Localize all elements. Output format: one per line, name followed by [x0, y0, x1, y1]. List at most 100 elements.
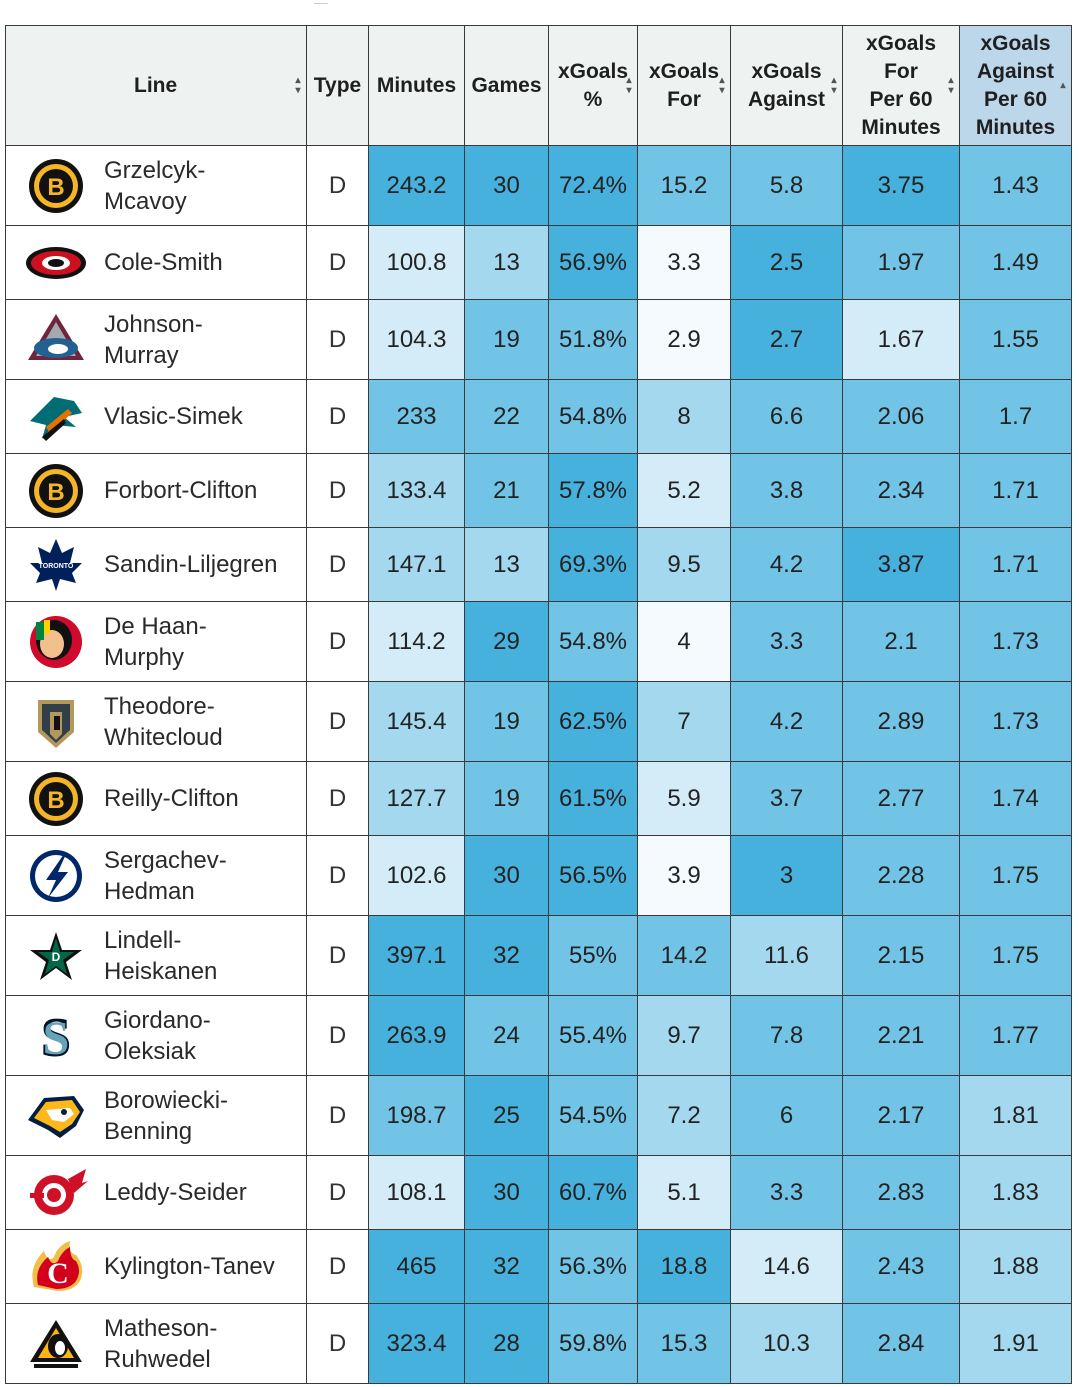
- xga60-cell: 1.77: [959, 995, 1072, 1076]
- xg-pct-cell: 57.8%: [548, 453, 638, 528]
- table-row[interactable]: D Lindell- Heiskanen D 397.1 32 55% 14.2 11.6 2.1…: [5, 915, 1072, 996]
- table-row[interactable]: De Haan- Murphy D 114.2 29 54.8% 4 3.3 2.1 1.73: [5, 601, 1072, 682]
- minutes-cell: 145.4: [368, 681, 465, 762]
- xg-pct-cell: 51.8%: [548, 299, 638, 380]
- column-header-type[interactable]: Type: [306, 25, 369, 146]
- header-label: xGoals: [980, 31, 1051, 55]
- table-row[interactable]: TORONTO Sandin-Liljegren D 147.1 13 69.3% 9.5 4…: [5, 527, 1072, 602]
- boston-bruins-logo-icon: B: [20, 461, 92, 521]
- xgf60-cell: 2.21: [842, 995, 960, 1076]
- header-label: %: [583, 87, 603, 111]
- line-name-part: Matheson-: [104, 1314, 218, 1342]
- xg-for-cell: 5.1: [637, 1155, 731, 1230]
- column-header-games[interactable]: Games: [464, 25, 549, 146]
- minutes-cell: 127.7: [368, 761, 465, 836]
- xg-pct-cell: 72.4%: [548, 145, 638, 226]
- column-header-xg-for[interactable]: xGoals For ▴ ▾: [637, 25, 731, 146]
- table-row[interactable]: Theodore- Whitecloud D 145.4 19 62.5% 7 4.2 2.89…: [5, 681, 1072, 762]
- column-header-line[interactable]: Line ▴ ▾: [5, 25, 307, 146]
- xg-against-cell: 2.7: [730, 299, 843, 380]
- table-row[interactable]: B Reilly-Clifton D 127.7 19 61.5% 5.9 3.7 2.77 1.…: [5, 761, 1072, 836]
- sort-icon[interactable]: ▴ ▾: [295, 74, 301, 96]
- minutes-cell: 100.8: [368, 225, 465, 300]
- table-row[interactable]: S S Giordano- Oleksiak D 263.9 24 55.4% 9.7 7.8 2.…: [5, 995, 1072, 1076]
- xg-against-cell: 2.5: [730, 225, 843, 300]
- sort-icon[interactable]: ▴ ▾: [948, 74, 954, 96]
- header-label: Against: [747, 87, 825, 111]
- minutes-cell: 147.1: [368, 527, 465, 602]
- xg-against-cell: 3.7: [730, 761, 843, 836]
- column-header-minutes[interactable]: Minutes: [368, 25, 465, 146]
- column-header-xg-against[interactable]: xGoals Against ▴ ▾: [730, 25, 843, 146]
- header-label: Line: [134, 73, 178, 97]
- table-row[interactable]: Sergachev- Hedman D 102.6 30 56.5% 3.9 3 2.28 1.7…: [5, 835, 1072, 916]
- line-cell: B Reilly-Clifton: [5, 761, 307, 836]
- line-name: Grzelcyk- Mcavoy: [104, 155, 205, 217]
- line-name-part: Reilly-Clifton: [104, 785, 239, 812]
- line-cell: C Kylington-Tanev: [5, 1229, 307, 1304]
- line-name: Giordano- Oleksiak: [104, 1005, 211, 1067]
- line-name-part: Mcavoy: [104, 187, 187, 215]
- xgf60-cell: 3.87: [842, 527, 960, 602]
- header-label: xGoals: [865, 31, 937, 55]
- table-row[interactable]: Vlasic-Simek D 233 22 54.8% 8 6.6 2.06 1.7: [5, 379, 1072, 454]
- xgf60-cell: 2.77: [842, 761, 960, 836]
- line-name-part: Benning: [104, 1117, 193, 1145]
- xga60-cell: 1.75: [959, 835, 1072, 916]
- table-row[interactable]: Leddy-Seider D 108.1 30 60.7% 5.1 3.3 2.83 1.83: [5, 1155, 1072, 1230]
- xga60-cell: 1.7: [959, 379, 1072, 454]
- line-name-part: Borowiecki-: [104, 1086, 229, 1114]
- line-cell: Borowiecki- Benning: [5, 1075, 307, 1156]
- xg-pct-cell: 54.5%: [548, 1075, 638, 1156]
- table-row[interactable]: Borowiecki- Benning D 198.7 25 54.5% 7.2 6 2.17 1…: [5, 1075, 1072, 1156]
- table-row[interactable]: Cole-Smith D 100.8 13 56.9% 3.3 2.5 1.97 1.49: [5, 225, 1072, 300]
- line-name: Forbort-Clifton: [104, 475, 257, 506]
- tampa-bay-lightning-logo-icon: [20, 846, 92, 906]
- line-cell: Vlasic-Simek: [5, 379, 307, 454]
- xg-against-cell: 14.6: [730, 1229, 843, 1304]
- games-cell: 13: [464, 527, 549, 602]
- games-cell: 19: [464, 299, 549, 380]
- xg-for-cell: 5.9: [637, 761, 731, 836]
- type-cell: D: [306, 527, 369, 602]
- xg-pct-cell: 56.9%: [548, 225, 638, 300]
- svg-text:B: B: [47, 174, 64, 201]
- sort-icon[interactable]: ▴ ▾: [626, 74, 632, 96]
- sort-icon[interactable]: ▴ ▾: [719, 74, 725, 96]
- table-row[interactable]: B Forbort-Clifton D 133.4 21 57.8% 5.2 3.8 2.34 1…: [5, 453, 1072, 528]
- table-row[interactable]: C Kylington-Tanev D 465 32 56.3% 18.8 14.6 2.43 1…: [5, 1229, 1072, 1304]
- xga60-cell: 1.43: [959, 145, 1072, 226]
- xg-pct-cell: 61.5%: [548, 761, 638, 836]
- sort-ascending-icon[interactable]: ▴: [1060, 79, 1066, 91]
- table-row[interactable]: Matheson- Ruhwedel D 323.4 28 59.8% 15.3 10.3 2.…: [5, 1303, 1072, 1384]
- column-header-xg-pct[interactable]: xGoals% ▴ ▾: [548, 25, 638, 146]
- games-cell: 19: [464, 681, 549, 762]
- sort-icon[interactable]: ▴ ▾: [831, 74, 837, 96]
- line-cell: D Lindell- Heiskanen: [5, 915, 307, 996]
- minutes-cell: 133.4: [368, 453, 465, 528]
- xgf60-cell: 2.06: [842, 379, 960, 454]
- line-name-part: Heiskanen: [104, 957, 218, 985]
- header-label: xGoals: [751, 59, 822, 83]
- line-name: Cole-Smith: [104, 247, 223, 278]
- games-cell: 30: [464, 835, 549, 916]
- xg-for-cell: 3.9: [637, 835, 731, 916]
- line-cell: Cole-Smith: [5, 225, 307, 300]
- xg-for-cell: 9.7: [637, 995, 731, 1076]
- column-header-xgf60[interactable]: xGoals For Per 60 Minutes ▴ ▾: [842, 25, 960, 146]
- line-name-part: Murray: [104, 341, 179, 369]
- svg-text:D: D: [52, 950, 61, 964]
- games-cell: 24: [464, 995, 549, 1076]
- xg-against-cell: 6: [730, 1075, 843, 1156]
- svg-text:TORONTO: TORONTO: [39, 563, 74, 570]
- games-cell: 19: [464, 761, 549, 836]
- table-row[interactable]: Johnson- Murray D 104.3 19 51.8% 2.9 2.7 1.67 1.5…: [5, 299, 1072, 380]
- games-cell: 32: [464, 1229, 549, 1304]
- xg-against-cell: 3.3: [730, 1155, 843, 1230]
- calgary-flames-logo-icon: C: [20, 1237, 92, 1297]
- column-header-xga60[interactable]: xGoals Against Per 60 Minutes ▴: [959, 25, 1072, 146]
- xg-for-cell: 7: [637, 681, 731, 762]
- xg-against-cell: 6.6: [730, 379, 843, 454]
- table-row[interactable]: B Grzelcyk- Mcavoy D 243.2 30 72.4% 15.2 5.8 3.75…: [5, 145, 1072, 226]
- xgf60-cell: 2.43: [842, 1229, 960, 1304]
